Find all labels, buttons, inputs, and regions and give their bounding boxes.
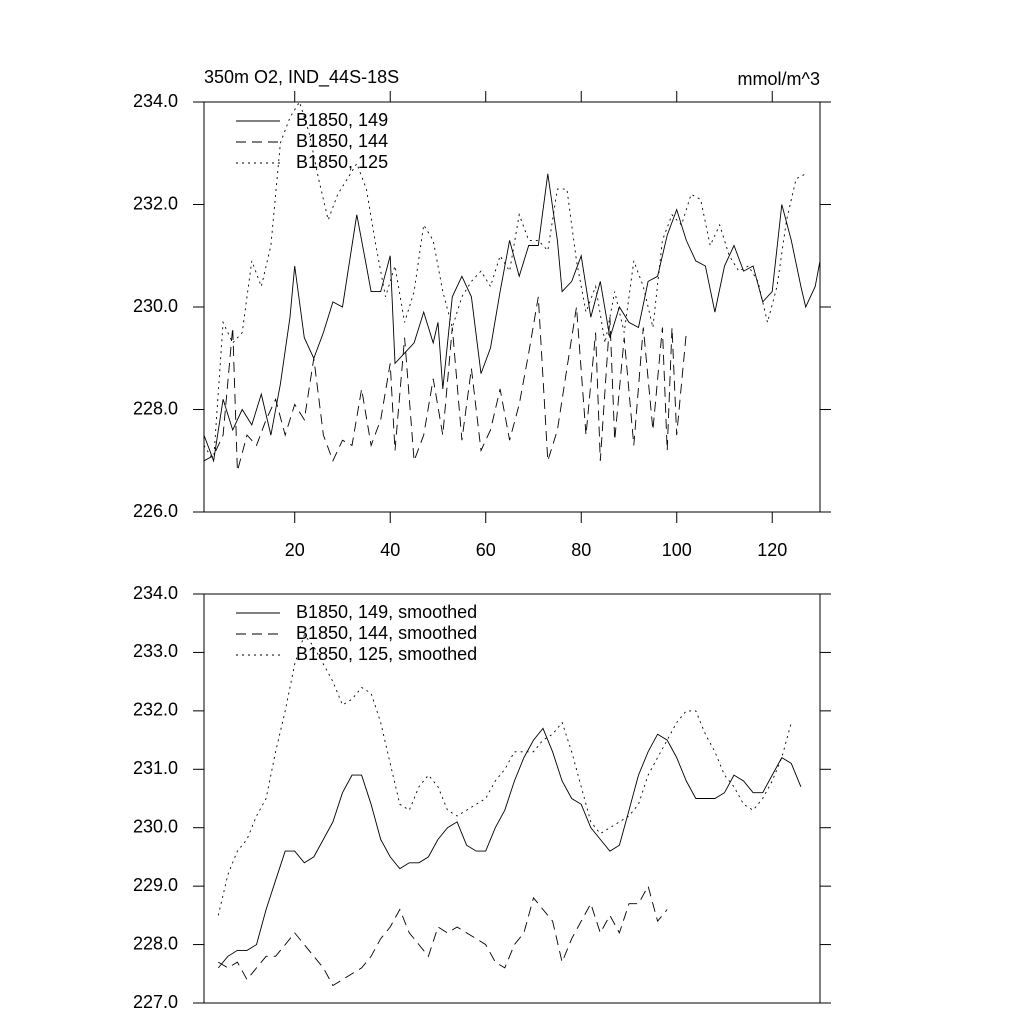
y-tick-label: 234.0 bbox=[133, 583, 178, 603]
y-tick-label: 234.0 bbox=[133, 91, 178, 111]
series-line bbox=[203, 100, 806, 463]
x-tick-label: 40 bbox=[380, 540, 400, 560]
y-tick-label: 226.0 bbox=[133, 501, 178, 521]
legend-label: B1850, 144, smoothed bbox=[296, 623, 477, 643]
y-tick-label: 228.0 bbox=[133, 398, 178, 418]
y-tick-label: 233.0 bbox=[133, 641, 178, 661]
x-tick-label: 60 bbox=[476, 540, 496, 560]
legend-label: B1850, 144 bbox=[296, 131, 388, 151]
y-tick-label: 232.0 bbox=[133, 700, 178, 720]
x-tick-label: 20 bbox=[285, 540, 305, 560]
series-line bbox=[218, 884, 668, 987]
plot-frame bbox=[203, 593, 821, 1004]
legend-label: B1850, 125 bbox=[296, 152, 388, 172]
x-tick-label: 120 bbox=[757, 540, 787, 560]
y-tick-label: 227.0 bbox=[133, 992, 178, 1012]
x-tick-label: 100 bbox=[662, 540, 692, 560]
series-line bbox=[203, 296, 687, 472]
chart-title: 350m O2, IND_44S-18S bbox=[204, 67, 399, 88]
units-label: mmol/m^3 bbox=[738, 69, 820, 89]
x-tick-label: 80 bbox=[571, 540, 591, 560]
series-line bbox=[217, 727, 802, 969]
legend-label: B1850, 149 bbox=[296, 110, 388, 130]
series-line bbox=[203, 173, 821, 463]
y-tick-label: 229.0 bbox=[133, 875, 178, 895]
legend-label: B1850, 125, smoothed bbox=[296, 644, 477, 664]
y-tick-label: 231.0 bbox=[133, 758, 178, 778]
series-line bbox=[217, 633, 792, 916]
legend-label: B1850, 149, smoothed bbox=[296, 602, 477, 622]
y-tick-label: 230.0 bbox=[133, 816, 178, 836]
y-tick-label: 228.0 bbox=[133, 933, 178, 953]
y-tick-label: 232.0 bbox=[133, 193, 178, 213]
y-tick-label: 230.0 bbox=[133, 296, 178, 316]
